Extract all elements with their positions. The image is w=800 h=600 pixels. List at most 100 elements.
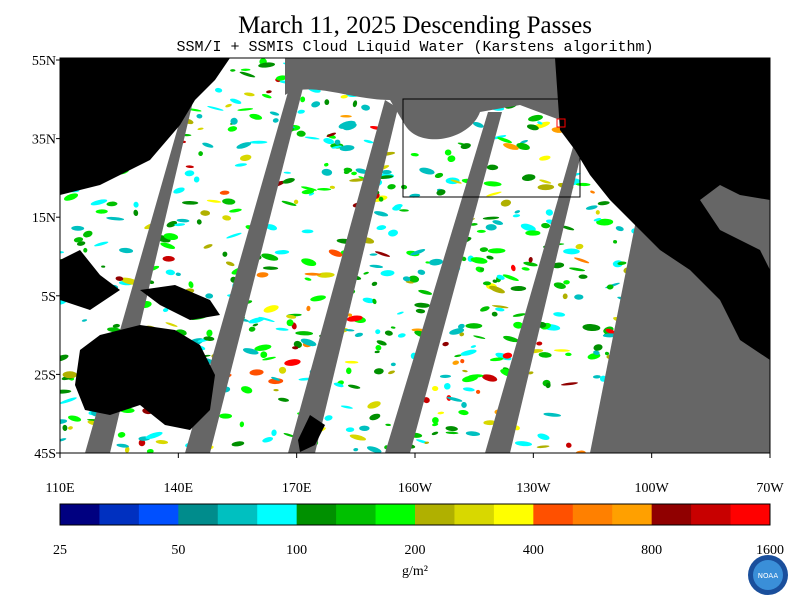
cloud-patch <box>496 274 505 280</box>
cloud-patch <box>83 230 93 238</box>
cloud-patch <box>378 175 394 179</box>
cloud-patch <box>304 277 312 281</box>
colorbar-label: 200 <box>405 543 426 558</box>
cloud-patch <box>240 386 253 394</box>
cloud-patch <box>229 208 242 213</box>
cloud-patch <box>73 237 84 243</box>
cloud-patch <box>491 305 509 309</box>
cloud-patch <box>198 151 203 157</box>
cloud-patch <box>503 335 519 343</box>
cloud-patch <box>553 312 566 317</box>
cloud-patch <box>486 164 499 171</box>
lon-label: 130W <box>516 481 551 496</box>
cloud-patch <box>468 374 484 378</box>
cloud-patch <box>160 242 176 250</box>
cloud-patch <box>324 162 329 167</box>
colorbar-swatch <box>99 504 140 525</box>
cloud-patch <box>155 440 169 445</box>
cloud-patch <box>538 352 552 358</box>
cloud-patch <box>353 447 359 452</box>
cloud-patch <box>502 352 513 359</box>
cloud-patch <box>513 321 524 329</box>
cloud-patch <box>101 265 106 268</box>
cloud-patch <box>60 354 69 362</box>
cloud-patch <box>462 369 468 373</box>
cloud-patch <box>369 413 381 421</box>
cloud-patch <box>510 264 516 272</box>
cloud-patch <box>528 114 543 122</box>
cloud-patch <box>293 199 299 205</box>
cloud-patch <box>578 274 588 279</box>
cloud-patch <box>593 218 602 222</box>
cloud-patch <box>345 427 355 432</box>
cloud-patch <box>95 209 108 214</box>
cloud-patch <box>116 443 129 448</box>
cloud-patch <box>165 269 175 276</box>
cloud-patch <box>196 219 202 225</box>
cloud-patch <box>483 181 502 187</box>
cloud-patch <box>301 189 315 195</box>
cloud-patch <box>124 446 130 453</box>
cloud-patch <box>560 382 578 386</box>
cloud-patch <box>376 340 387 346</box>
cloud-patch <box>234 163 247 167</box>
cloud-patch <box>76 241 86 246</box>
lon-label: 140E <box>164 481 194 496</box>
cloud-patch <box>60 389 72 394</box>
cloud-patch <box>226 232 242 239</box>
cloud-patch <box>343 169 350 175</box>
cloud-patch <box>432 422 439 427</box>
cloud-patch <box>475 389 481 394</box>
cloud-patch <box>485 224 497 231</box>
cloud-patch <box>561 225 575 231</box>
cloud-patch <box>605 328 616 335</box>
cloud-patch <box>176 218 190 223</box>
cloud-patch <box>249 369 264 376</box>
colorbar-label: 1600 <box>756 543 784 558</box>
cloud-patch <box>231 441 245 447</box>
cloud-patch <box>492 220 504 225</box>
cloud-patch <box>237 108 254 111</box>
cloud-patch <box>465 431 481 437</box>
cloud-patch <box>452 360 459 365</box>
cloud-patch <box>399 209 409 212</box>
cloud-patch <box>317 188 332 191</box>
cloud-patch <box>249 113 263 120</box>
cloud-patch <box>222 215 232 221</box>
cloud-patch <box>373 368 384 375</box>
cloud-patch <box>385 423 392 427</box>
cloud-patch <box>205 293 214 299</box>
cloud-patch <box>595 210 600 215</box>
cloud-patch <box>239 154 252 161</box>
cloud-patch <box>236 142 252 149</box>
cloud-patch <box>575 243 584 250</box>
colorbar-label: 400 <box>523 543 544 558</box>
cloud-patch <box>410 153 419 157</box>
cloud-patch <box>354 332 363 337</box>
cloud-patch <box>145 431 163 439</box>
cloud-patch <box>432 385 439 392</box>
cloud-patch <box>375 344 382 351</box>
cloud-patch <box>437 411 445 415</box>
colorbar-swatch <box>651 504 692 525</box>
logo-text: NOAA <box>758 572 779 580</box>
cloud-patch <box>62 424 68 431</box>
cloud-patch <box>376 225 387 231</box>
cloud-patch <box>207 106 224 111</box>
colorbar-swatch <box>138 504 179 525</box>
cloud-patch <box>162 308 169 313</box>
cloud-patch <box>329 185 336 189</box>
land <box>60 58 770 453</box>
cloud-patch <box>536 445 550 449</box>
cloud-patch <box>590 190 595 194</box>
cloud-patch <box>163 233 179 241</box>
cloud-patch <box>582 324 601 332</box>
cloud-patch <box>375 329 381 335</box>
cloud-patch <box>410 249 426 256</box>
cloud-patch <box>346 367 352 375</box>
cloud-patch <box>197 127 204 131</box>
cloud-patch <box>541 222 551 229</box>
colorbar-label: 100 <box>286 543 307 558</box>
cloud-patch <box>460 359 465 364</box>
lat-label: 45S <box>34 447 56 462</box>
